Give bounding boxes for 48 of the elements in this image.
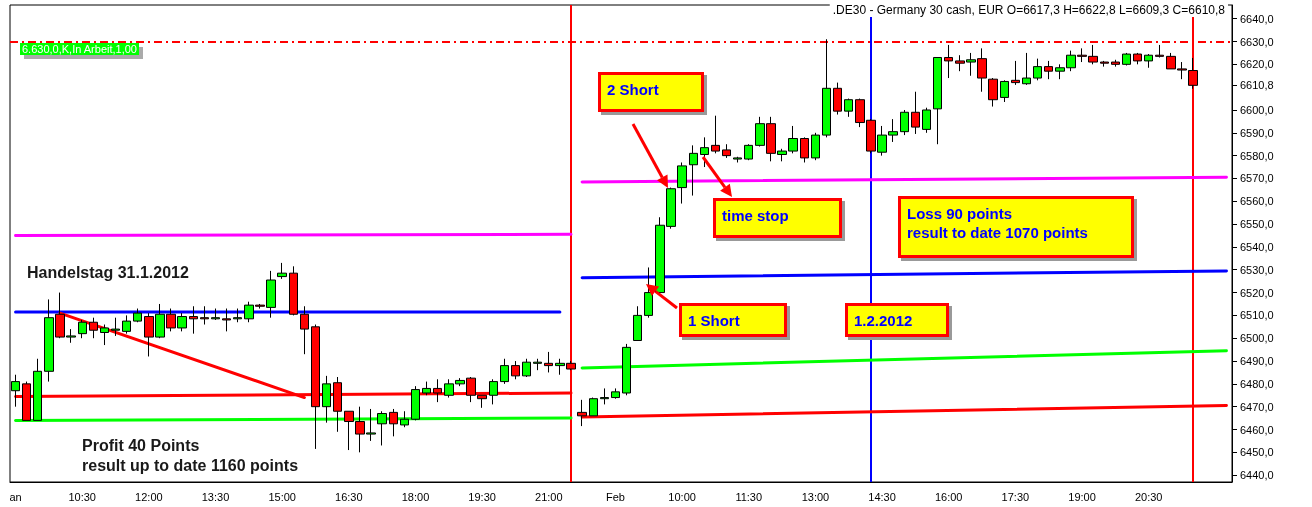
x-tick-label: 16:30 (335, 490, 363, 503)
x-tick-label: 18:00 (401, 490, 430, 503)
x-tick-label: 16:00 (934, 490, 963, 503)
x-tick-label: 21:00 (535, 490, 563, 503)
y-tick-label: 6480,0 (1240, 377, 1274, 390)
y-tick-label: 6520,0 (1240, 286, 1274, 299)
y-tick-label: 6470,0 (1240, 400, 1274, 413)
y-tick-label: 6530,0 (1240, 263, 1274, 276)
y-tick-label: 6500,0 (1240, 332, 1274, 345)
ref-line-label: 6.630,0,K,In Arbeit,1,00 (20, 42, 139, 55)
y-tick-label: 6600,0 (1240, 103, 1274, 116)
x-tick-label: 19:30 (468, 490, 496, 503)
y-tick-label: 6460,0 (1240, 423, 1274, 436)
x-tick-label: 14:30 (868, 490, 896, 503)
x-tick-label: 10:30 (68, 490, 96, 503)
y-tick-label: 6640,0 (1240, 12, 1274, 25)
y-tick-label: 6610,8 (1240, 79, 1274, 92)
annotation: Profit 40 Points result up to date 1160 points (82, 436, 299, 476)
callout-box: Loss 90 points result to date 1070 points (898, 196, 1134, 258)
x-tick-label: 11:30 (735, 490, 763, 503)
x-tick-label: 12:00 (135, 490, 163, 503)
y-tick-label: 6570,0 (1240, 172, 1274, 185)
x-tick-label: 15:00 (268, 490, 296, 503)
callout-box: 1 Short (679, 303, 787, 337)
y-tick-label: 6440,0 (1240, 469, 1274, 482)
y-tick-label: 6620,0 (1240, 58, 1274, 71)
y-tick-label: 6450,0 (1240, 446, 1274, 459)
x-tick-label: 20:30 (1134, 490, 1163, 503)
x-tick-label: 19:00 (1068, 490, 1096, 503)
y-tick-label: 6510,0 (1240, 309, 1274, 322)
y-tick-label: 6550,0 (1240, 218, 1274, 231)
y-tick-label: 6580,0 (1240, 149, 1274, 162)
callout-box: 2 Short (598, 72, 704, 112)
y-tick-label: 6540,0 (1240, 240, 1274, 253)
callout-box: time stop (713, 198, 842, 238)
x-tick-label: Feb (605, 490, 625, 503)
callout-box: 1.2.2012 (845, 303, 949, 337)
x-tick-label: 13:30 (201, 490, 230, 503)
x-tick-label: 17:30 (1001, 490, 1030, 503)
y-tick-label: 6590,0 (1240, 126, 1274, 139)
y-tick-label: 6630,0 (1240, 35, 1274, 48)
chart-title: .DE30 - Germany 30 cash, EUR O=6617,3 H=6622,8 L=6609,3 C=6610,8 (832, 3, 1226, 17)
y-tick-label: 6490,0 (1240, 355, 1274, 368)
y-tick-label: 6560,0 (1240, 195, 1274, 208)
x-tick-label: an (9, 490, 22, 503)
annotation: Handelstag 31.1.2012 (27, 263, 189, 283)
x-tick-label: 10:00 (668, 490, 696, 503)
x-tick-label: 13:00 (801, 490, 830, 503)
